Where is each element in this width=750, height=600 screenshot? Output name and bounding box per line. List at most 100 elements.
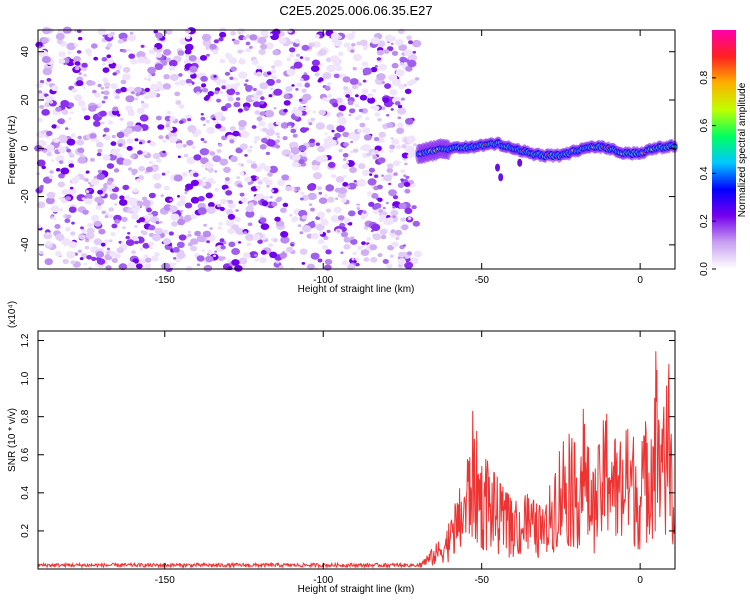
spectrogram-noise-cell	[317, 258, 323, 263]
spectrogram-noise-cell	[232, 130, 240, 137]
spectrogram-noise-cell	[264, 110, 275, 118]
spectrogram-noise-cell	[266, 139, 276, 147]
spectrogram-noise-cell	[44, 81, 51, 86]
spectrogram-noise-cell	[212, 50, 219, 55]
spectrogram-noise-cell	[175, 258, 181, 263]
spectrogram-noise-cell	[184, 202, 193, 209]
spectrogram-noise-cell	[111, 258, 118, 263]
spectrogram-noise-cell	[54, 224, 61, 229]
spectrogram-noise-cell	[149, 160, 154, 165]
spectrogram-noise-cell	[219, 58, 226, 64]
spectrogram-noise-cell	[207, 168, 214, 173]
spectrogram-noise-cell	[257, 180, 263, 185]
spectrogram-noise-cell	[332, 102, 339, 108]
spectrogram-noise-cell	[235, 97, 241, 101]
spectrogram-noise-cell	[260, 29, 269, 37]
spectrogram-noise-cell	[412, 39, 422, 48]
spectrogram-noise-cell	[351, 31, 356, 35]
spectrogram-noise-cell	[78, 72, 82, 75]
spectrogram-noise-cell	[66, 251, 76, 259]
spectrogram-noise-cell	[108, 214, 114, 218]
spectrogram-noise-cell	[398, 28, 405, 34]
spectrogram-noise-cell	[357, 82, 362, 86]
spectrogram-noise-cell	[209, 43, 217, 50]
spectrogram-noise-cell	[301, 152, 307, 157]
spectrogram-noise-cell	[46, 144, 55, 151]
spectrogram-noise-cell	[414, 77, 420, 81]
spectrogram-noise-cell	[193, 132, 199, 138]
spectrogram-noise-cell	[215, 123, 222, 129]
spectrogram-noise-cell	[126, 138, 134, 144]
spectrogram-noise-cell	[275, 121, 281, 125]
spectrogram-noise-cell	[151, 83, 155, 87]
spectrogram-noise-cell	[147, 74, 152, 78]
spectrogram-noise-cell	[157, 124, 165, 130]
spectrogram-noise-cell	[193, 172, 199, 177]
spectrogram-noise-cell	[275, 139, 280, 144]
spectrogram-noise-cell	[109, 193, 118, 200]
spectrogram-noise-cell	[41, 109, 50, 116]
spectrogram-noise-cell	[343, 86, 349, 91]
spectrogram-noise-cell	[317, 211, 325, 218]
spectrogram-noise-cell	[259, 111, 266, 116]
spectrogram-noise-cell	[343, 244, 351, 250]
spectrogram-noise-cell	[74, 66, 80, 71]
spectrogram-noise-cell	[139, 114, 149, 122]
spectrogram-noise-cell	[268, 243, 274, 248]
snr-series-line	[37, 351, 676, 569]
spectrogram-noise-cell	[79, 257, 84, 261]
spectrogram-noise-cell	[360, 67, 364, 70]
colorbar-tick-label: 0.2	[699, 214, 710, 228]
spectrogram-noise-cell	[373, 202, 382, 209]
spectrogram-noise-cell	[42, 67, 52, 76]
spectrogram-noise-cell	[343, 236, 351, 243]
spectrogram-frame	[37, 29, 676, 270]
spectrogram-x-label: Height of straight line (km)	[298, 284, 415, 295]
spectrogram-noise-cell	[379, 229, 387, 236]
spectrogram-noise-cell	[98, 228, 106, 235]
spectrogram-noise-cell	[45, 240, 52, 246]
spectrogram-noise-cell	[244, 154, 248, 157]
spectrogram-noise-cell	[371, 192, 379, 199]
spectrogram-noise-cell	[406, 35, 412, 40]
spectrogram-noise-cell	[174, 81, 180, 86]
spectrogram-noise-cell	[255, 176, 260, 180]
spectrogram-noise-cell	[213, 75, 217, 78]
spectrogram-noise-cell	[236, 176, 240, 180]
spectrogram-noise-cell	[245, 205, 254, 213]
spectrogram-noise-cell	[154, 227, 163, 235]
spectrogram-noise-cell	[169, 116, 176, 122]
spectrogram-noise-cell	[206, 127, 216, 134]
spectrogram-noise-cell	[327, 82, 331, 86]
spectrogram-noise-cell	[254, 258, 260, 262]
spectrogram-noise-cell	[412, 50, 417, 54]
spectrogram-noise-cell	[231, 259, 240, 266]
spectrogram-noise-cell	[70, 231, 76, 236]
spectrogram-noise-cell	[172, 246, 180, 253]
spectrogram-noise-cell	[303, 72, 307, 75]
spectrogram-noise-cell	[343, 142, 349, 147]
spectrogram-noise-cell	[39, 251, 44, 255]
spectrogram-noise-cell	[231, 248, 241, 255]
spectrogram-noise-cell	[100, 86, 105, 90]
spectrogram-noise-cell	[259, 128, 263, 131]
spectrogram-noise-cell	[111, 223, 118, 229]
spectrogram-noise-cell	[366, 152, 371, 157]
spectrogram-noise-cell	[125, 239, 135, 247]
spectrogram-noise-cell	[82, 86, 86, 89]
spectrogram-noise-cell	[299, 78, 304, 82]
spectrogram-noise-cell	[346, 185, 351, 188]
spectrogram-noise-cell	[81, 197, 86, 201]
spectrogram-noise-cell	[202, 39, 212, 47]
spectrogram-noise-cell	[219, 31, 227, 38]
spectrogram-noise-cell	[315, 122, 325, 130]
spectrogram-noise-cell	[307, 183, 316, 191]
spectrogram-noise-cell	[271, 201, 278, 207]
spectrogram-noise-cell	[227, 213, 236, 220]
spectrogram-noise-cell	[271, 65, 276, 69]
spectrogram-noise-cell	[342, 153, 349, 158]
spectrogram-noise-cell	[191, 145, 197, 150]
spectrogram-noise-cell	[406, 135, 416, 143]
spectrogram-noise-cell	[301, 88, 307, 93]
spectrogram-noise-cell	[184, 43, 194, 51]
